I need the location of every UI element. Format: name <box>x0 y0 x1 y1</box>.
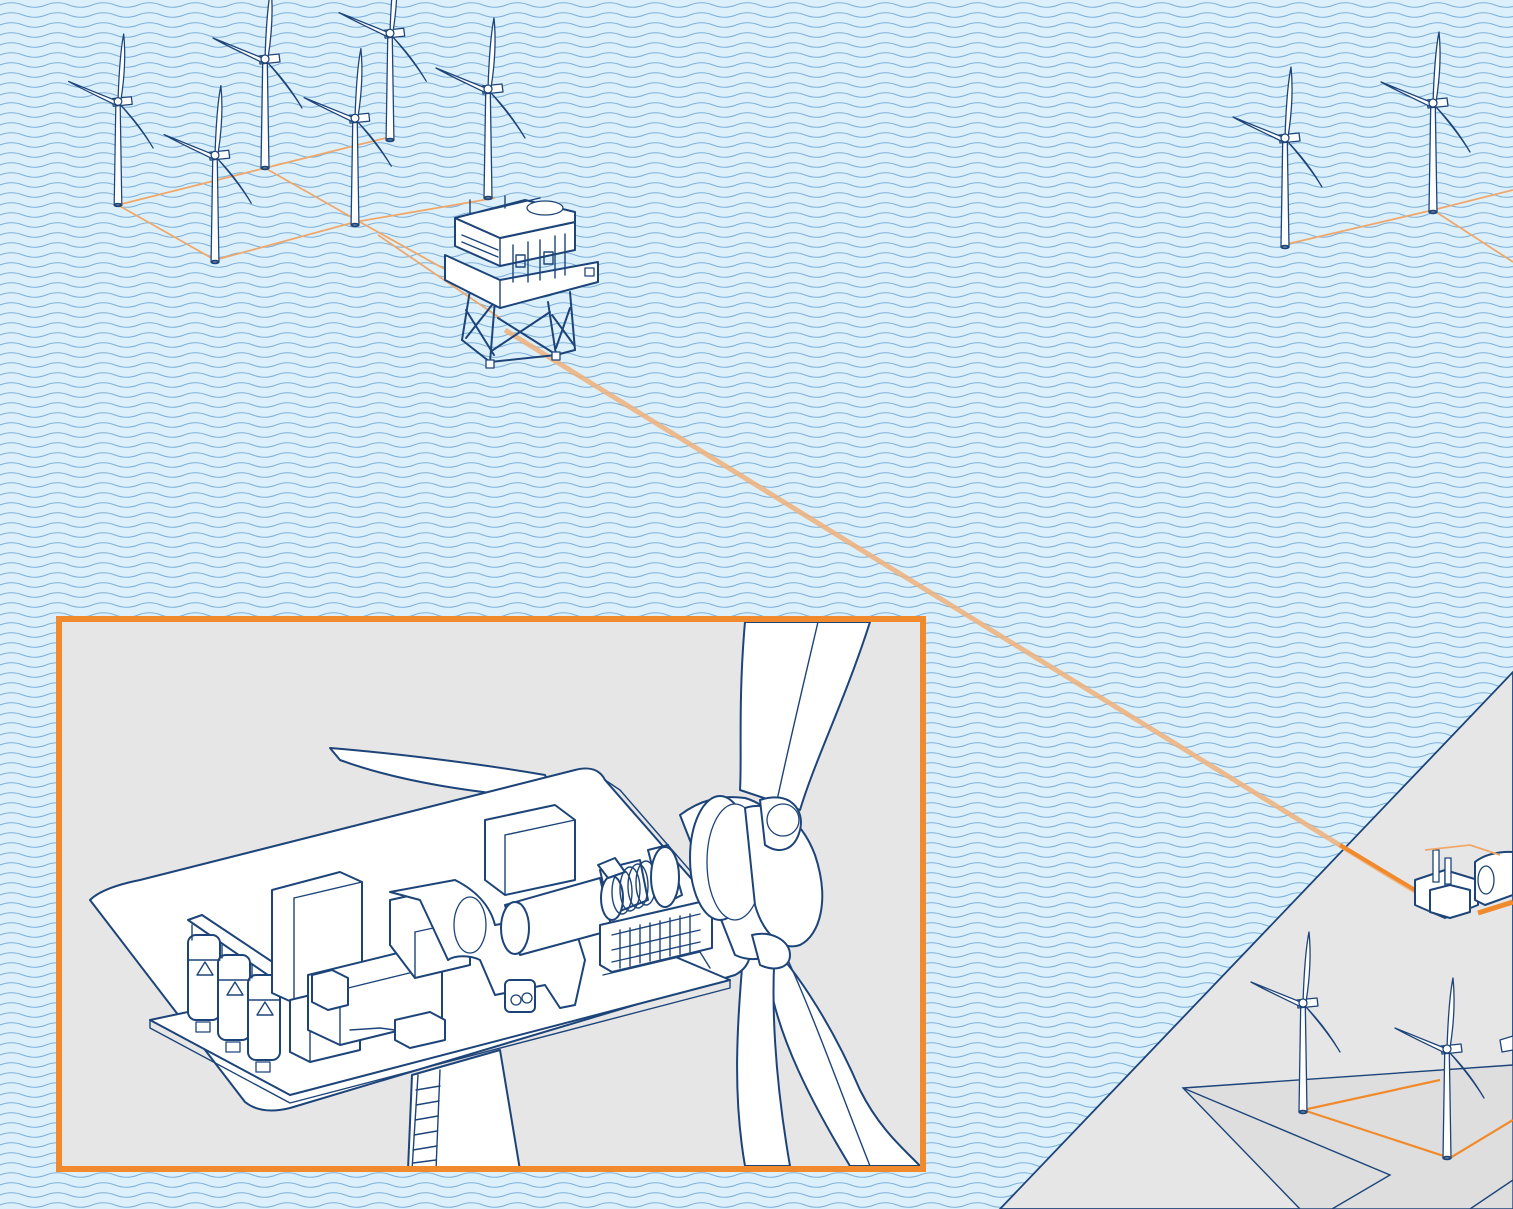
onshore-wind-turbines <box>1250 931 1513 1161</box>
generator-icon <box>307 887 471 1049</box>
nacelle-cutaway-inset <box>56 616 926 1172</box>
offshore-platform-icon <box>444 195 599 369</box>
export-cable <box>503 327 1513 916</box>
inset-frame <box>56 616 926 1172</box>
nacelle-cutaway-icon <box>89 622 920 1166</box>
substation-icon <box>1414 844 1513 919</box>
land-area <box>998 670 1513 1209</box>
